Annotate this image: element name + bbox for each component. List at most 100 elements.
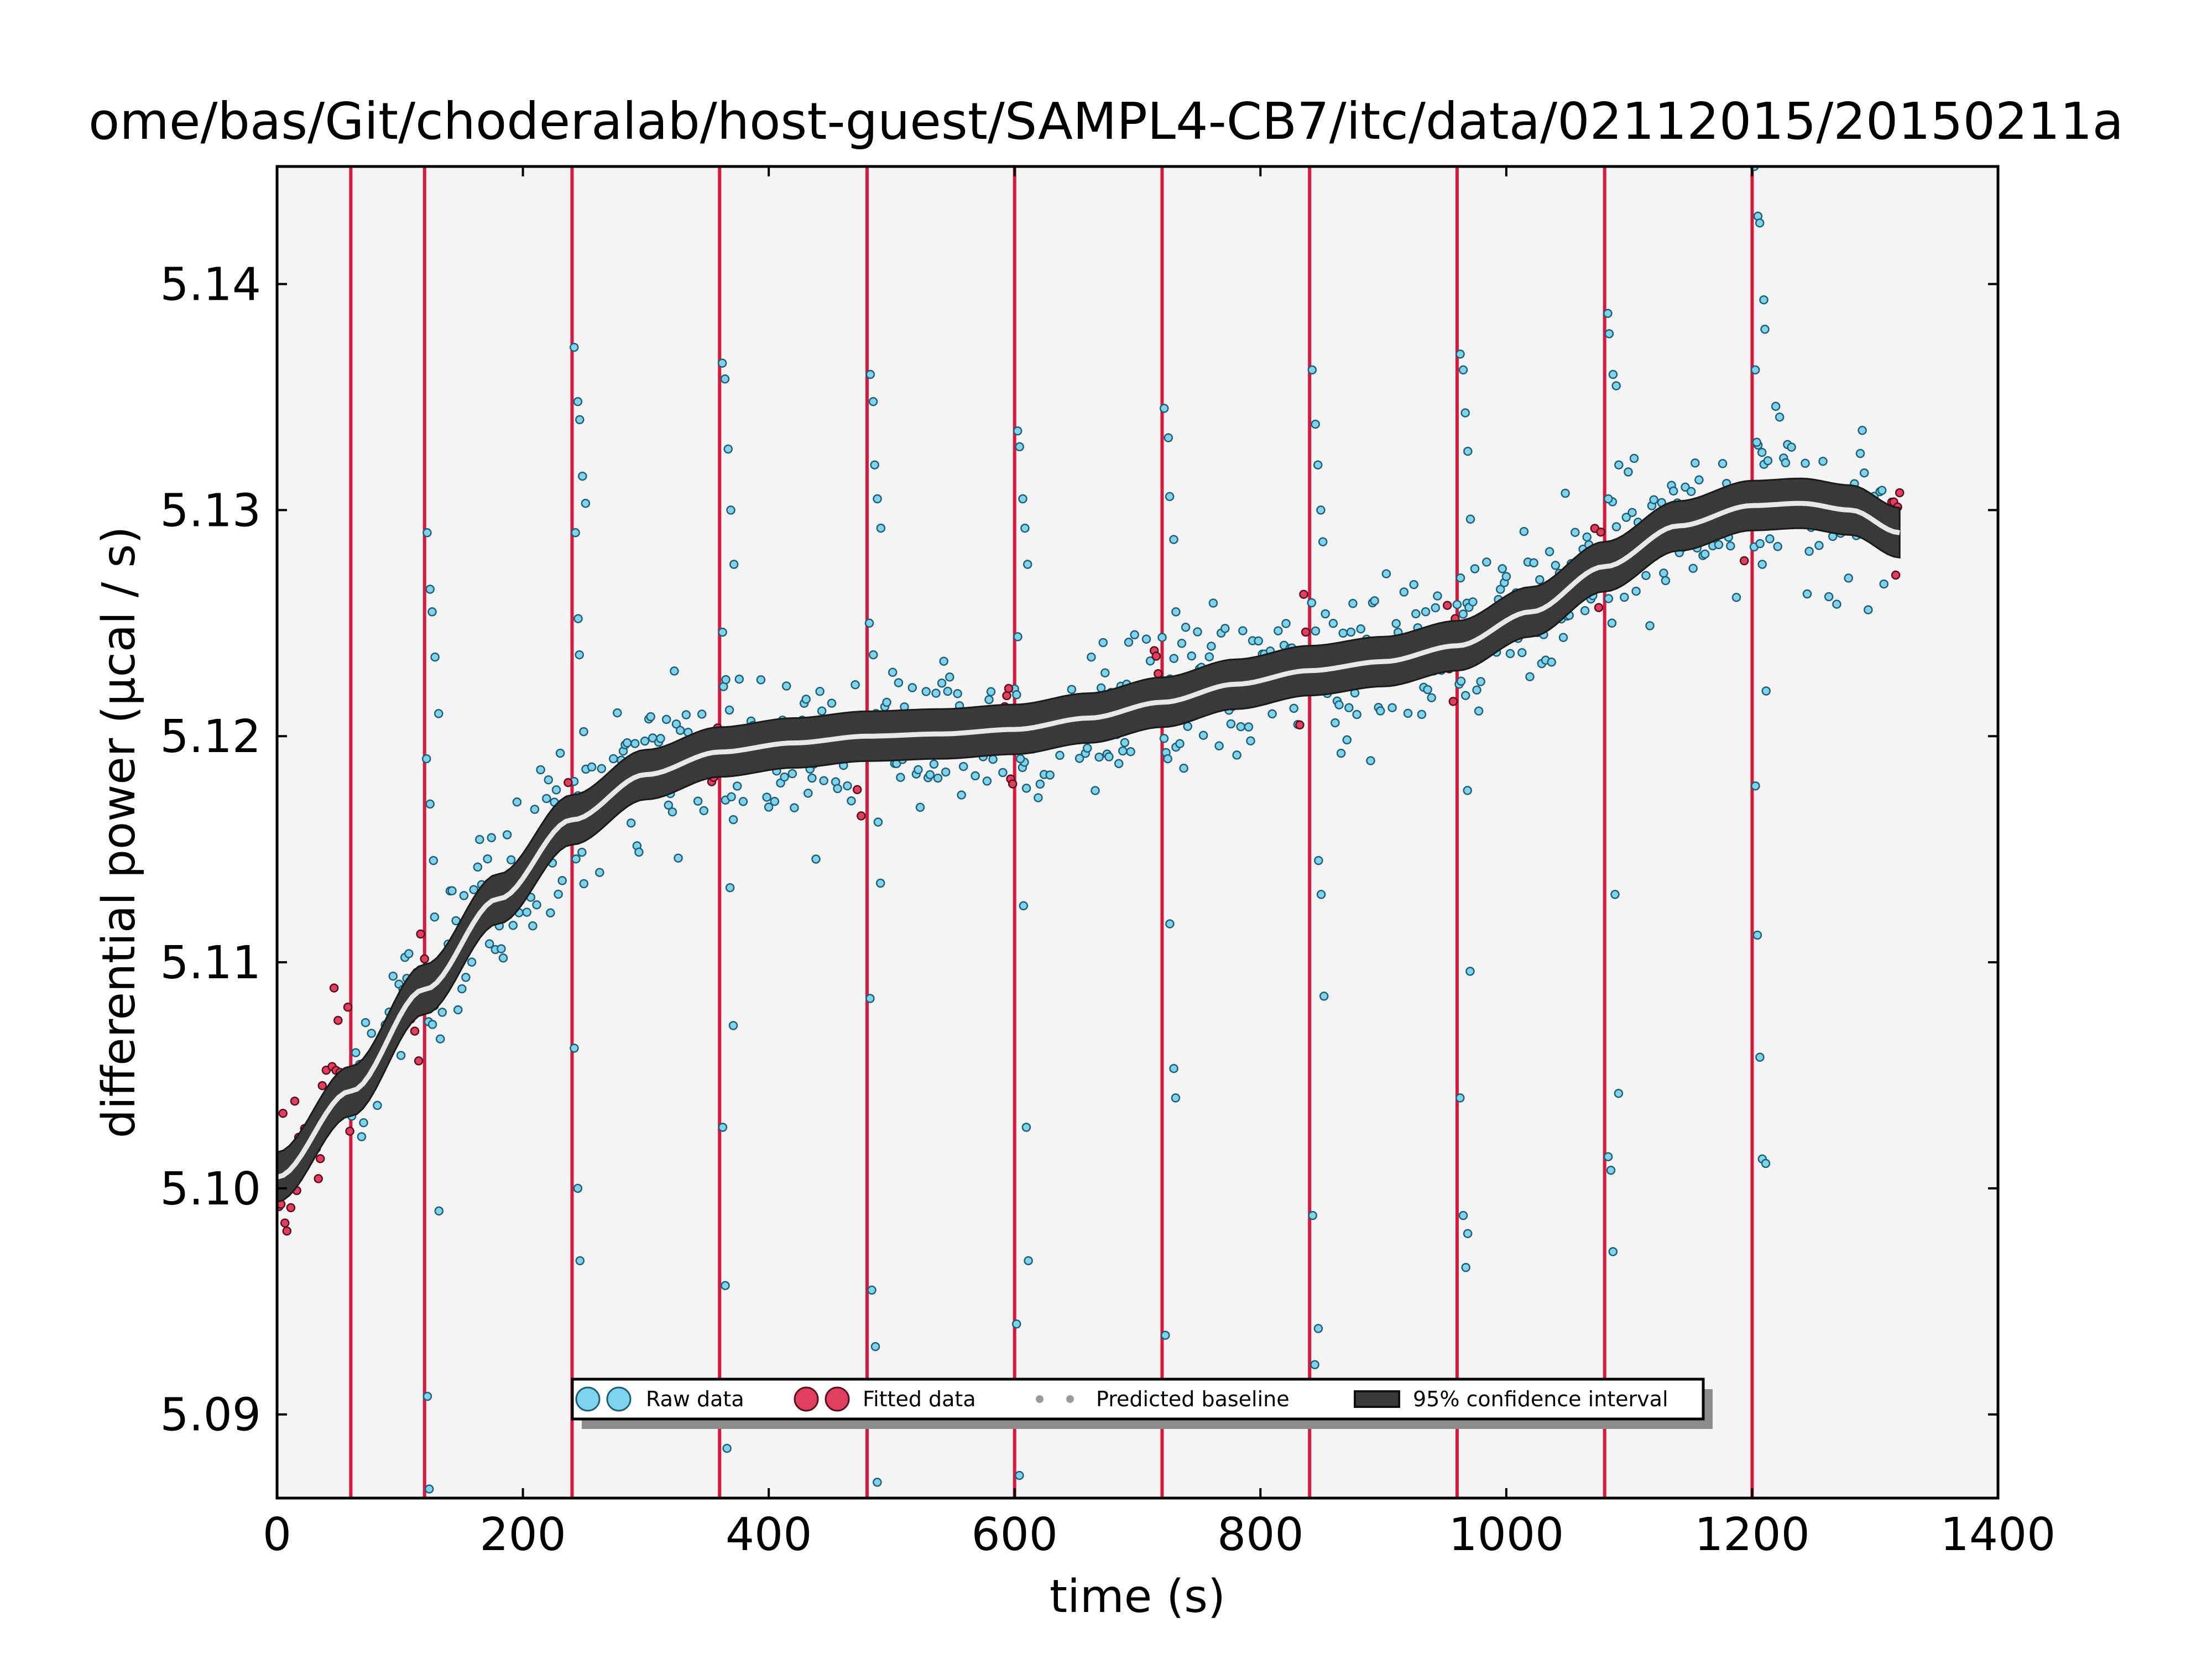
raw-data-point <box>780 772 789 782</box>
raw-data-point <box>998 768 1008 778</box>
confidence-band-group <box>277 477 1901 1203</box>
legend-fitted-label: Fitted data <box>863 1387 976 1411</box>
raw-data-point <box>528 921 538 931</box>
raw-data-point <box>1427 693 1436 702</box>
raw-data-point <box>396 1051 406 1060</box>
legend-baseline-marker <box>1036 1395 1044 1403</box>
raw-data-point <box>1460 408 1470 418</box>
raw-data-point <box>1171 1093 1181 1103</box>
raw-data-point <box>1433 591 1442 601</box>
legend-raw-label: Raw data <box>646 1387 744 1411</box>
raw-data-point <box>1024 1256 1033 1265</box>
raw-data-point <box>1458 365 1468 375</box>
raw-data-point <box>1226 719 1236 729</box>
fitted-data-point <box>852 785 862 795</box>
x-axis-label: time (s) <box>1050 1571 1225 1623</box>
raw-data-point <box>933 773 943 783</box>
fitted-data-point <box>282 1226 292 1236</box>
raw-data-point <box>717 358 727 368</box>
raw-data-point <box>522 907 531 917</box>
fitted-data-point <box>280 1218 290 1228</box>
raw-data-point <box>1604 329 1614 338</box>
raw-data-point <box>1157 633 1167 642</box>
raw-data-point <box>1338 628 1348 638</box>
raw-data-point <box>1145 656 1155 666</box>
raw-data-point <box>425 799 435 809</box>
fitted-data-point <box>315 1154 325 1164</box>
fitted-data-point <box>416 929 425 939</box>
raw-data-point <box>357 1132 367 1141</box>
raw-data-point <box>843 781 852 791</box>
raw-data-point <box>577 847 587 857</box>
raw-data-point <box>430 912 440 922</box>
raw-data-point <box>790 803 799 812</box>
raw-data-point <box>1694 475 1704 485</box>
raw-data-point <box>1771 401 1781 411</box>
raw-data-point <box>864 618 874 628</box>
raw-data-point <box>1021 1123 1031 1132</box>
raw-data-point <box>487 833 496 843</box>
raw-data-point <box>1267 709 1277 719</box>
x-tick-label: 800 <box>1217 1509 1304 1561</box>
fitted-data-point <box>1442 601 1452 610</box>
legend-box <box>571 1378 1705 1421</box>
raw-data-point <box>851 680 860 690</box>
raw-data-point <box>882 697 891 707</box>
raw-data-point <box>764 802 774 812</box>
raw-data-point <box>1289 703 1298 713</box>
raw-data-point <box>1171 607 1181 617</box>
raw-data-point <box>1824 592 1834 602</box>
raw-data-point <box>1307 365 1317 375</box>
raw-data-point <box>461 973 471 982</box>
raw-data-point <box>1802 589 1812 599</box>
raw-data-point <box>1417 709 1427 719</box>
raw-data-point <box>721 675 731 685</box>
raw-data-point <box>1604 494 1613 504</box>
raw-data-point <box>1220 624 1230 633</box>
raw-data-point <box>453 1005 463 1015</box>
raw-data-point <box>573 614 583 623</box>
legend-fitted-marker <box>825 1386 850 1412</box>
fitted-data-point <box>1154 669 1163 679</box>
fitted-data-point <box>343 1003 353 1012</box>
raw-data-point <box>1161 1331 1170 1340</box>
raw-data-point <box>421 754 431 764</box>
raw-data-point <box>1236 722 1245 732</box>
raw-data-point <box>435 1034 445 1044</box>
raw-data-point <box>1726 541 1735 551</box>
raw-data-point <box>876 523 886 533</box>
raw-data-point <box>1752 437 1761 447</box>
raw-data-point <box>1370 596 1379 606</box>
raw-data-point <box>1472 685 1481 695</box>
raw-data-point <box>1604 594 1614 603</box>
raw-data-point <box>929 759 939 769</box>
raw-data-point <box>1700 549 1710 559</box>
raw-data-point <box>1461 1262 1470 1272</box>
fitted-data-point <box>1301 627 1311 637</box>
raw-data-point <box>467 957 477 967</box>
fitted-data-point <box>314 1174 323 1183</box>
raw-data-point <box>1012 690 1021 700</box>
y-tick-label: 5.13 <box>160 484 261 537</box>
raw-data-point <box>945 672 954 682</box>
raw-data-point <box>1013 426 1022 436</box>
raw-data-point <box>1661 576 1671 586</box>
fitted-data-point <box>1008 779 1018 789</box>
raw-data-point <box>429 855 439 865</box>
raw-data-point <box>1877 486 1887 495</box>
raw-data-point <box>578 471 587 481</box>
raw-data-point <box>1179 763 1188 773</box>
raw-data-point <box>1535 575 1545 585</box>
raw-data-point <box>1011 1319 1021 1329</box>
legend-ci-label: 95% confidence interval <box>1413 1387 1668 1411</box>
raw-data-point <box>1718 459 1728 468</box>
raw-data-point <box>1458 1211 1468 1220</box>
raw-data-point <box>546 908 555 918</box>
raw-data-point <box>939 656 948 666</box>
raw-data-point <box>873 1478 882 1487</box>
raw-data-point <box>1688 564 1698 573</box>
raw-data-point <box>575 1256 585 1265</box>
raw-data-point <box>1254 636 1263 646</box>
raw-data-point <box>681 710 691 719</box>
raw-data-point <box>921 687 931 696</box>
